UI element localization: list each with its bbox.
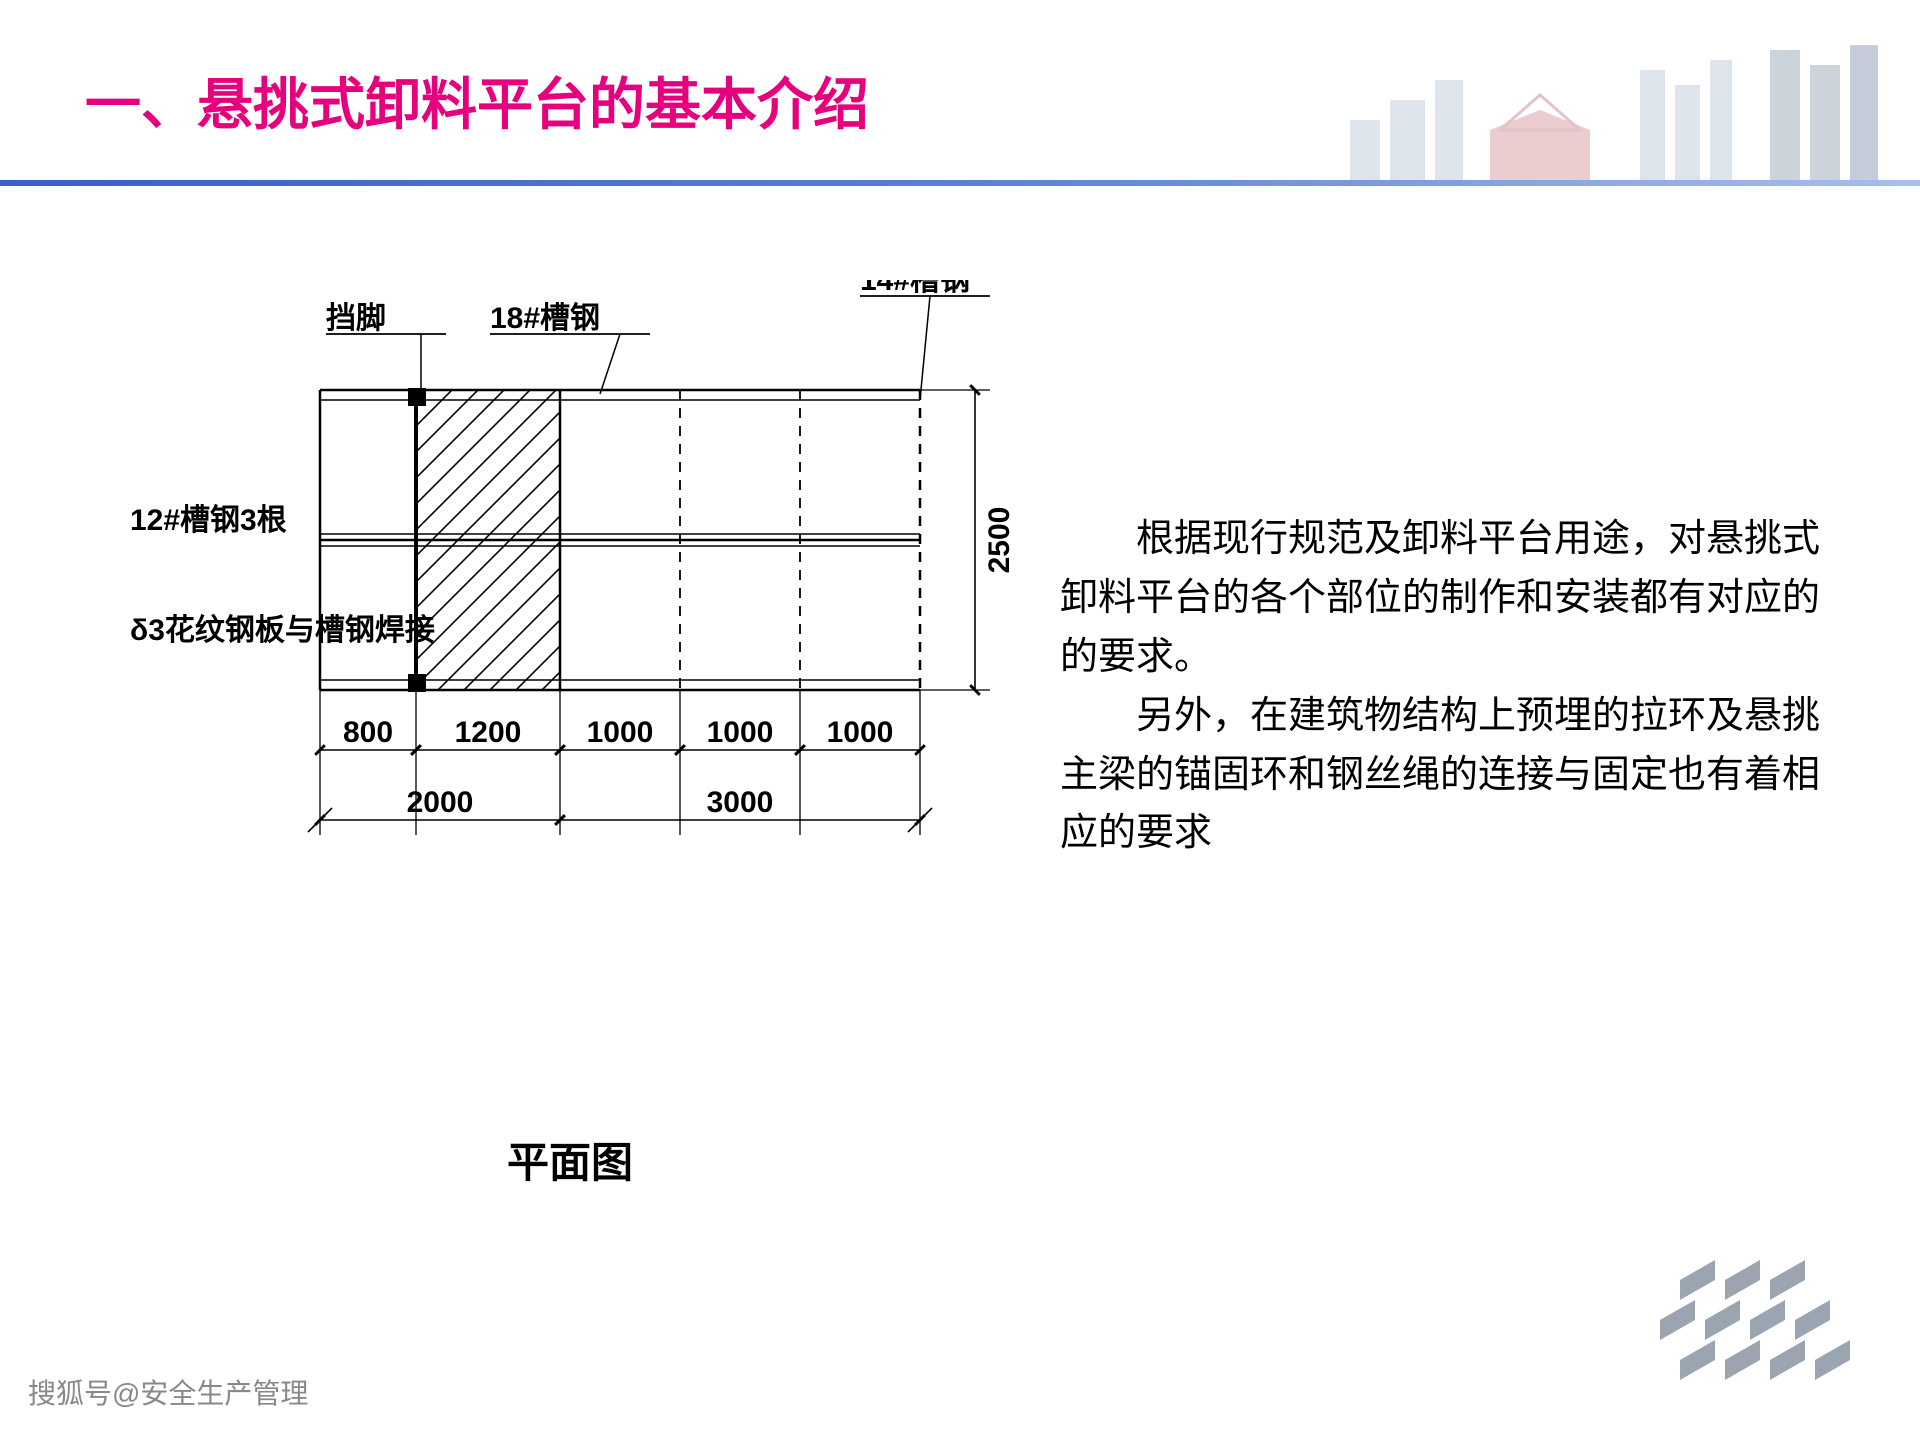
watermark: 搜狐号@安全生产管理: [28, 1372, 308, 1412]
paragraph-1: 根据现行规范及卸料平台用途，对悬挑式卸料平台的各个部位的制作和安装都有对应的的要…: [1060, 510, 1840, 687]
svg-text:3000: 3000: [707, 786, 774, 819]
svg-text:δ3花纹钢板与槽钢焊接: δ3花纹钢板与槽钢焊接: [130, 614, 435, 647]
svg-text:2500: 2500: [983, 507, 1016, 574]
header-underline: [0, 180, 1920, 186]
plan-diagram: 挡脚 18#槽钢 14#槽钢 12#槽钢3根 δ3花纹钢板与槽钢焊接 800 1200 100…: [120, 280, 1020, 1180]
slide-title: 一、悬挑式卸料平台的基本介绍: [85, 60, 869, 141]
svg-text:挡脚: 挡脚: [326, 302, 386, 335]
svg-text:14#槽钢: 14#槽钢: [860, 280, 970, 297]
svg-text:18#槽钢: 18#槽钢: [490, 302, 600, 335]
slide-header: 一、悬挑式卸料平台的基本介绍: [0, 0, 1920, 200]
svg-text:2000: 2000: [407, 786, 474, 819]
svg-text:1200: 1200: [455, 716, 522, 749]
svg-text:12#槽钢3根: 12#槽钢3根: [130, 504, 287, 537]
corner-logo: [1660, 1250, 1860, 1380]
skyline-graphic: [1340, 40, 1890, 180]
svg-text:800: 800: [343, 716, 393, 749]
body-text: 根据现行规范及卸料平台用途，对悬挑式卸料平台的各个部位的制作和安装都有对应的的要…: [1060, 510, 1840, 863]
svg-text:1000: 1000: [827, 716, 894, 749]
diagram-title: 平面图: [507, 1129, 633, 1190]
paragraph-2: 另外，在建筑物结构上预埋的拉环及悬挑主梁的锚固环和钢丝绳的连接与固定也有着相应的…: [1060, 687, 1840, 864]
svg-text:1000: 1000: [707, 716, 774, 749]
svg-text:1000: 1000: [587, 716, 654, 749]
